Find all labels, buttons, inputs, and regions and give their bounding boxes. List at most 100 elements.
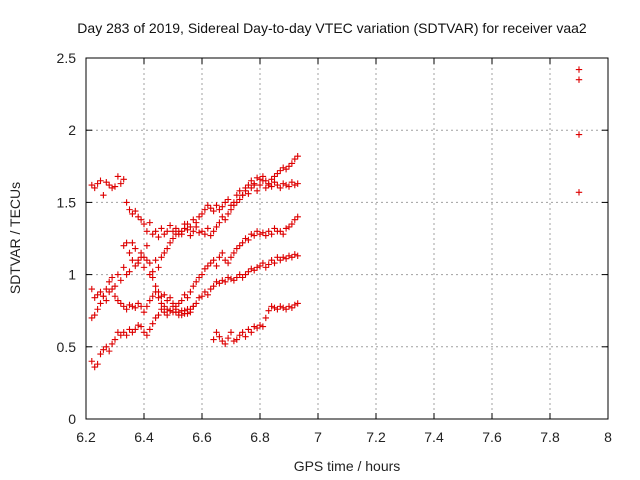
data-point (164, 297, 171, 304)
data-point (233, 191, 240, 199)
data-point (277, 167, 284, 174)
data-point (88, 285, 95, 293)
data-point (120, 242, 127, 249)
data-point (227, 202, 235, 209)
data-point (285, 223, 293, 231)
data-point (253, 324, 261, 332)
data-point (108, 184, 116, 192)
data-point (100, 191, 107, 199)
data-point (253, 228, 261, 235)
data-point (126, 249, 133, 257)
data-point (198, 228, 206, 235)
data-point (274, 181, 281, 189)
series-outliers (575, 66, 583, 196)
data-point (129, 303, 136, 310)
data-point (111, 282, 119, 290)
series-track-c (88, 213, 301, 310)
data-point (178, 297, 185, 304)
data-point (149, 293, 156, 300)
data-point (100, 346, 107, 353)
data-point (193, 219, 200, 226)
data-point (143, 303, 151, 310)
data-point (294, 300, 301, 307)
grid-lines (86, 58, 608, 419)
data-point (251, 267, 258, 274)
data-point (271, 173, 278, 180)
data-point (265, 181, 272, 189)
data-point (111, 293, 119, 300)
data-point (245, 190, 252, 197)
data-point (245, 236, 252, 244)
data-point (149, 320, 156, 327)
data-points (88, 66, 583, 371)
data-point (204, 291, 211, 299)
data-point (294, 213, 301, 221)
data-point (103, 297, 110, 304)
data-point (262, 264, 269, 271)
data-point (227, 329, 235, 336)
data-point (259, 229, 267, 236)
data-point (126, 301, 133, 309)
data-point (271, 225, 278, 232)
data-point (97, 350, 104, 358)
data-point (239, 329, 246, 336)
data-point (129, 239, 136, 247)
data-point (169, 228, 177, 235)
data-point (285, 183, 293, 190)
data-point (161, 308, 168, 316)
data-point (106, 181, 113, 189)
x-tick-label: 7.2 (366, 429, 386, 445)
data-point (137, 303, 145, 310)
x-tick-label: 7.6 (482, 429, 502, 445)
series-track-b (120, 152, 301, 275)
data-point (268, 230, 275, 238)
data-point (172, 308, 180, 316)
data-point (91, 294, 98, 301)
data-point (274, 170, 281, 177)
data-point (123, 239, 130, 247)
x-tick-label: 6.8 (250, 429, 270, 445)
data-point (277, 228, 284, 235)
data-point (262, 184, 269, 192)
data-point (126, 268, 133, 275)
data-point (143, 332, 151, 339)
data-point (164, 228, 171, 235)
data-point (97, 300, 104, 307)
data-point (262, 314, 269, 322)
data-point (149, 268, 156, 275)
data-point (181, 291, 188, 299)
data-point (166, 294, 174, 301)
x-tick-label: 7 (314, 429, 322, 445)
data-point (288, 304, 296, 312)
data-point (187, 288, 194, 296)
data-point (187, 223, 194, 231)
data-point (132, 262, 139, 270)
chart-title: Day 283 of 2019, Sidereal Day-to-day VTE… (77, 20, 587, 36)
data-point (178, 307, 185, 314)
data-point (155, 311, 162, 319)
data-point (230, 249, 238, 257)
data-point (213, 329, 220, 336)
data-point (123, 306, 130, 313)
data-point (294, 152, 301, 160)
data-point (198, 293, 206, 300)
data-point (201, 288, 209, 296)
data-point (575, 66, 583, 73)
data-point (213, 262, 220, 270)
data-point (251, 232, 258, 239)
data-point (103, 343, 110, 350)
data-point (108, 274, 116, 281)
data-point (268, 176, 275, 183)
data-point (259, 323, 267, 330)
x-tick-label: 7.8 (540, 429, 560, 445)
data-point (222, 278, 229, 286)
data-point (135, 259, 142, 267)
data-point (210, 282, 217, 290)
data-point (222, 199, 229, 206)
data-point (152, 228, 159, 235)
data-point (143, 256, 151, 264)
data-point (94, 180, 101, 187)
data-point (207, 204, 214, 212)
data-point (253, 174, 261, 182)
data-point (94, 360, 101, 368)
